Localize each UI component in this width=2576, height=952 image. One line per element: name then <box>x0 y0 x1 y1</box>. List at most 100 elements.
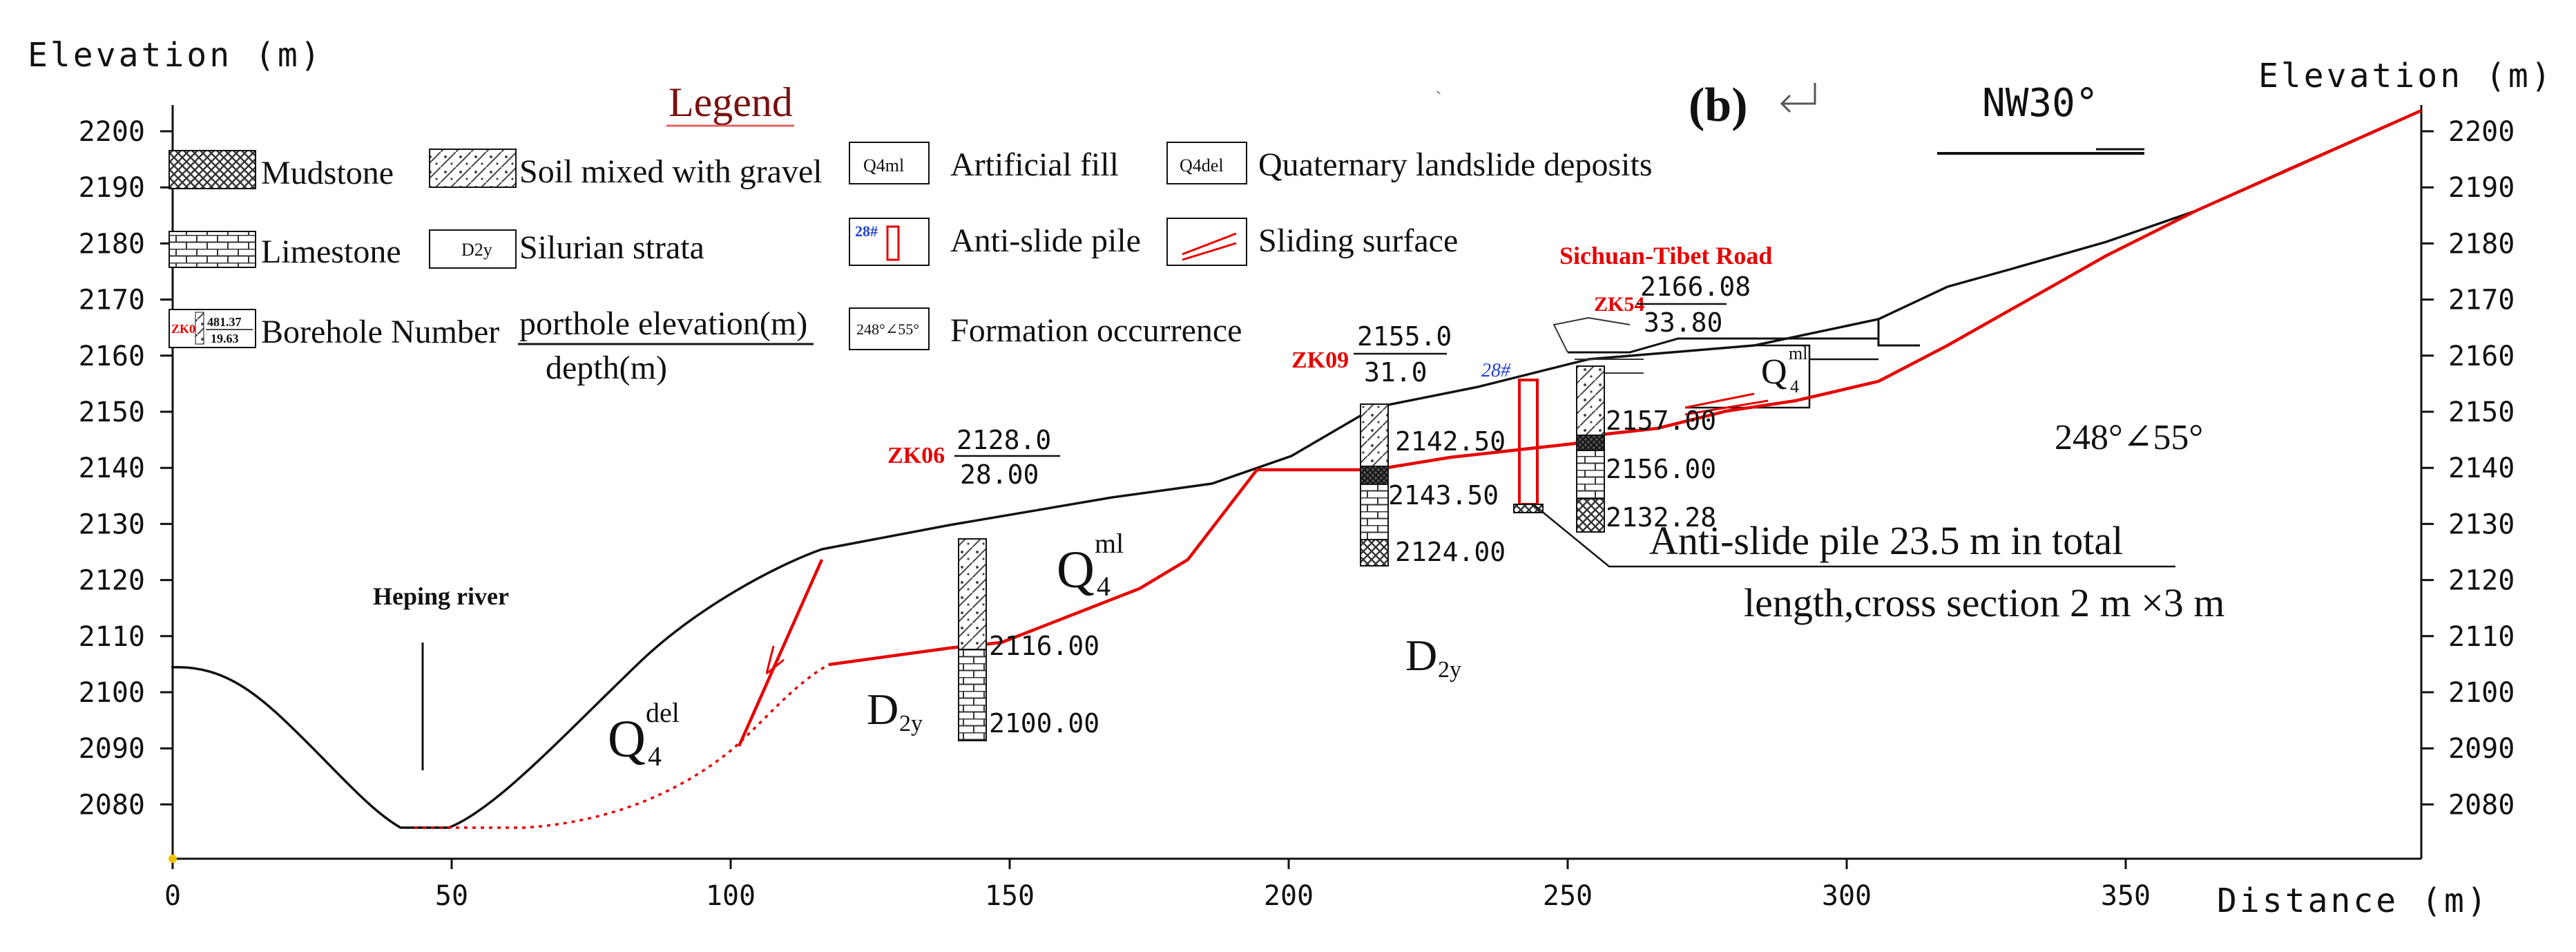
y-tick-label-right-2080: 2080 <box>2448 789 2515 821</box>
zk06-elevation: 2128.0 <box>957 425 1051 455</box>
y-tick-label-left-2200: 2200 <box>79 116 145 148</box>
svg-text:4: 4 <box>648 741 662 772</box>
road-label: Sichuan-Tibet Road <box>1559 242 1772 269</box>
legend-depth-label: depth(m) <box>546 350 667 386</box>
y-tick-label-left-2170: 2170 <box>79 285 145 316</box>
x-tick-label-150: 150 <box>985 880 1035 912</box>
svg-text:ml: ml <box>1095 528 1124 559</box>
zk09-elevation: 2155.0 <box>1357 321 1452 352</box>
zk54-column-dense <box>1576 435 1605 451</box>
zk09-column-mud <box>1360 539 1389 567</box>
x-tick-label-200: 200 <box>1264 880 1314 912</box>
direction-label: NW30° <box>1982 81 2099 126</box>
legend-sliding-swatch <box>1166 218 1247 266</box>
legend-formation-symbol: 248°∠55° <box>856 321 919 338</box>
legend-silurian-label: Silurian strata <box>519 229 704 266</box>
y-tick-label-right-2160: 2160 <box>2448 341 2515 372</box>
zk06-column-soil <box>958 538 987 650</box>
legend-pile-label: Anti-slide pile <box>950 222 1141 259</box>
pile-body <box>1518 379 1539 506</box>
legend-soil-swatch <box>429 149 517 188</box>
x-tick-label-350: 350 <box>2101 880 2151 912</box>
zk09-layer-2: 2143.50 <box>1388 480 1499 511</box>
legend-sliding-label: Sliding surface <box>1258 222 1458 259</box>
pile-number: 28# <box>1481 360 1511 381</box>
y-tick-label-right-2180: 2180 <box>2448 228 2515 260</box>
legend-borehole-swatch <box>169 309 256 348</box>
svg-text:Q: Q <box>1761 352 1787 392</box>
svg-text:2y: 2y <box>899 711 923 736</box>
legend-pile-red-bar <box>886 225 900 261</box>
svg-text:4: 4 <box>1790 377 1799 397</box>
legend-limestone-label: Limestone <box>261 234 401 270</box>
legend-pile-symbol: 28# <box>855 222 878 240</box>
y-tick-label-right-2200: 2200 <box>2448 116 2515 148</box>
legend-mudstone-swatch <box>169 150 256 189</box>
y-tick-label-right-2130: 2130 <box>2448 508 2515 540</box>
y-tick-label-right-2100: 2100 <box>2448 677 2515 709</box>
zk54-layer-1: 2157.00 <box>1606 406 1716 436</box>
zk06-column-lime <box>958 649 987 741</box>
x-tick-labels: 0 50 100 150 200 250 300 350 <box>164 880 2151 912</box>
pile-note-line-2: length,cross section 2 m ×3 m <box>1744 580 2224 625</box>
figure-label: (b) <box>1689 79 1748 132</box>
borehole-zk09: ZK09 2155.0 31.0 2142.50 2143.50 2124.00 <box>1291 321 1506 567</box>
y-tick-label-left-2100: 2100 <box>79 677 145 709</box>
y-tick-label-right-2110: 2110 <box>2448 621 2515 653</box>
zk54-elevation: 2166.08 <box>1640 272 1751 302</box>
y-tick-label-right-2190: 2190 <box>2448 172 2515 204</box>
y-tick-labels-right: 2200 2190 2180 2170 2160 2150 2140 2130 2120 2110… <box>2448 116 2515 821</box>
svg-text:2y: 2y <box>1438 657 1461 683</box>
road-platform <box>1568 319 1920 354</box>
x-tick-label-50: 50 <box>435 880 468 912</box>
sliding-arrow-left <box>765 645 785 675</box>
y-tick-label-left-2120: 2120 <box>79 565 145 597</box>
y-tick-label-right-2150: 2150 <box>2448 397 2515 428</box>
legend-landslide-label: Quaternary landslide deposits <box>1258 146 1653 183</box>
zk54-layer-2: 2156.00 <box>1606 454 1716 484</box>
legend-silurian-swatch <box>429 229 517 269</box>
zk09-layer-1: 2142.50 <box>1395 426 1506 457</box>
zk06-depth: 28.00 <box>960 459 1039 490</box>
zk09-column-soil <box>1360 403 1389 467</box>
pile-note-leader <box>1532 504 2175 568</box>
x-axis-title: Distance (m) <box>2217 882 2490 920</box>
return-glyph <box>1780 83 1816 113</box>
y-tick-label-left-2090: 2090 <box>79 733 145 765</box>
y-axis-title-left: Elevation (m) <box>28 36 323 75</box>
svg-text:del: del <box>646 697 680 728</box>
y-tick-label-right-2140: 2140 <box>2448 453 2515 484</box>
legend-formation-label: Formation occurrence <box>950 312 1242 349</box>
y-tick-label-right-2170: 2170 <box>2448 285 2515 316</box>
zk09-depth: 31.0 <box>1364 357 1428 388</box>
label-q-ml-right: Q ml 4 <box>1761 343 1807 397</box>
y-tick-label-left-2190: 2190 <box>79 172 145 204</box>
svg-text:D: D <box>1405 631 1437 680</box>
y-tick-label-left-2110: 2110 <box>79 621 145 653</box>
x-ticks <box>171 859 2127 869</box>
occurrence-label: 248°∠55° <box>2055 418 2203 457</box>
legend-landslide-swatch <box>1166 142 1247 184</box>
zk54-depth: 33.80 <box>1644 307 1722 338</box>
label-q-ml: Q ml 4 <box>1057 528 1124 602</box>
zk09-id: ZK09 <box>1291 348 1349 373</box>
zk09-column-dense <box>1360 466 1389 485</box>
y-tick-label-left-2130: 2130 <box>79 508 145 540</box>
origin-marker <box>169 855 177 863</box>
legend-title: Legend <box>669 79 793 125</box>
y-tick-labels-left: 2200 2190 2180 2170 2160 2150 2140 2130 2120 2110… <box>79 116 145 821</box>
legend-borehole-label: Borehole Number <box>261 314 499 350</box>
legend-porthole-label: porthole elevation(m) <box>519 305 807 342</box>
legend-silurian-symbol: D2y <box>461 240 492 260</box>
svg-text:4: 4 <box>1097 571 1111 602</box>
x-tick-label-0: 0 <box>164 880 181 912</box>
legend-borehole-sample-id: ZK0 <box>171 322 195 336</box>
y-tick-label-left-2150: 2150 <box>79 397 145 428</box>
zk09-layer-3: 2124.00 <box>1395 537 1506 567</box>
axes-frame <box>171 105 2423 860</box>
legend-borehole-sample-top: 481.37 <box>207 315 242 329</box>
legend-limestone-swatch <box>169 231 256 268</box>
ground-surface <box>171 109 2422 829</box>
zk06-layer-2: 2100.00 <box>989 708 1099 739</box>
